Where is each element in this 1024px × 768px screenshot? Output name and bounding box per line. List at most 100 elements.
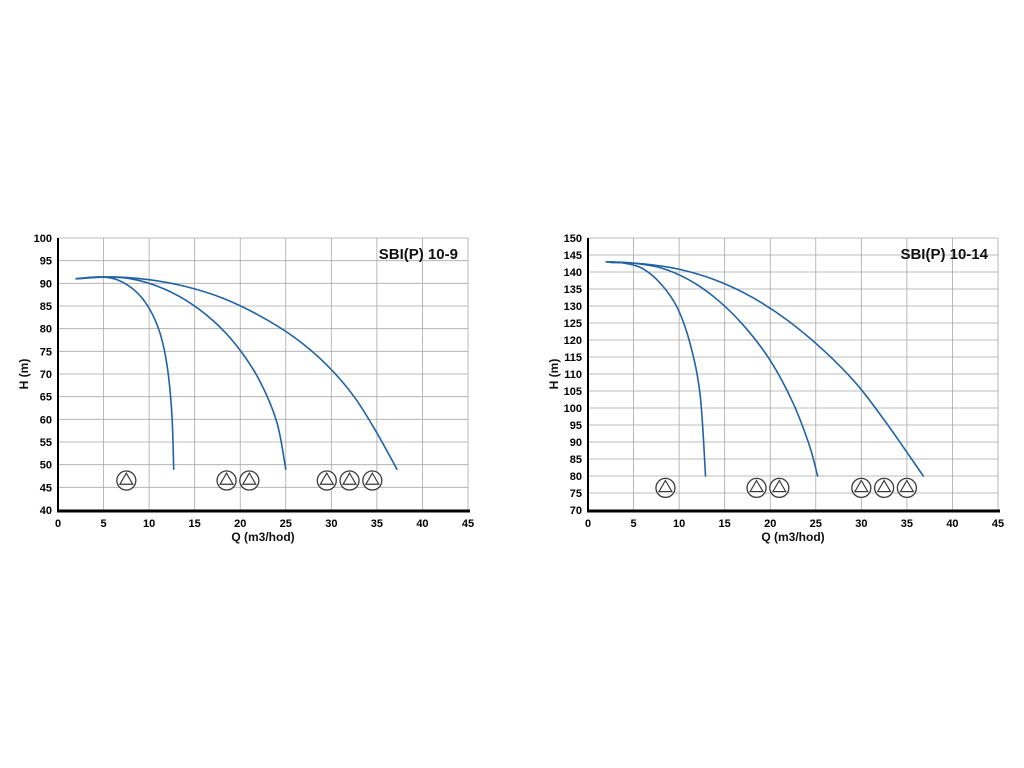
y-tick-label: 90 (40, 278, 52, 290)
chart-sbi-p-10-14: 0 5 10 15 20 25 30 35 40 45 70 75 80 85 90 95 100 105 110 1… (542, 226, 1012, 556)
pump-icon-circle (746, 477, 767, 499)
x-tick-label: 20 (764, 518, 776, 530)
tick-labels: 0 5 10 15 20 25 30 35 40 45 70 75 80 85 90 95 100 105 110 1… (564, 233, 1004, 530)
x-tick-label: 0 (585, 518, 591, 530)
x-tick-label: 40 (416, 518, 428, 530)
gridlines (57, 237, 469, 511)
x-tick-label: 25 (280, 518, 292, 530)
pump-icon-circle (239, 470, 260, 491)
pump-icon-triangle (319, 471, 335, 485)
pump-icon-triangle (899, 479, 915, 493)
x-tick-label: 0 (55, 518, 61, 530)
y-tick-label: 135 (564, 284, 582, 296)
pump-icon-triangle (876, 479, 892, 493)
pump-icon-triangle (771, 479, 787, 493)
y-tick-label: 90 (570, 437, 582, 449)
pump-icon (655, 477, 676, 499)
pump-curve-3-pumps (609, 261, 925, 477)
x-tick-label: 35 (371, 518, 383, 530)
y-tick-label: 100 (34, 233, 52, 245)
y-tick-label: 85 (570, 454, 582, 466)
pump-icon-triangle (241, 471, 257, 485)
pump-icon (746, 477, 767, 499)
y-tick-label: 40 (40, 505, 52, 517)
pump-icon (339, 470, 360, 491)
pump-icon-circle (216, 470, 237, 491)
chart-title: SBI(P) 10-14 (900, 246, 988, 263)
pump-icon-triangle (364, 471, 380, 485)
x-tick-label: 15 (189, 518, 201, 530)
y-tick-label: 65 (40, 392, 52, 404)
pump-icon-triangle (657, 479, 673, 493)
y-tick-label: 75 (40, 346, 52, 358)
pump-icon (851, 477, 872, 499)
x-tick-label: 5 (100, 518, 106, 530)
y-tick-label: 80 (40, 324, 52, 336)
pump-curves (75, 276, 398, 470)
y-axis-label: H (m) (17, 358, 31, 390)
y-tick-label: 55 (40, 437, 52, 449)
pump-icon-triangle (853, 479, 869, 493)
x-tick-label: 5 (630, 518, 636, 530)
pump-icon-triangle (749, 479, 765, 493)
pump-icons (116, 470, 383, 491)
axes (57, 238, 470, 513)
y-tick-label: 125 (564, 318, 582, 330)
x-axis-label: Q (m3/hod) (231, 530, 295, 544)
tick-labels: 0 5 10 15 20 25 30 35 40 45 40 45 50 55 60 65 70 75 80 85 90… (34, 233, 474, 530)
pump-icon-circle (896, 477, 918, 499)
pump-icon-circle (116, 470, 137, 491)
pump-icon (896, 477, 918, 499)
y-tick-label: 70 (40, 369, 52, 381)
y-tick-label: 140 (564, 267, 582, 279)
axes (587, 238, 1000, 513)
pump-curves (605, 261, 925, 477)
pump-curve-3-pumps (75, 276, 398, 470)
pump-icon (362, 470, 383, 491)
pump-icon-circle (769, 477, 790, 499)
x-tick-label: 15 (719, 518, 731, 530)
chart-canvas: 0 5 10 15 20 25 30 35 40 45 40 45 50 55 60 65 70 75 80 85 90… (34, 233, 474, 530)
x-tick-label: 30 (325, 518, 337, 530)
pump-icons (655, 477, 918, 499)
y-tick-label: 120 (564, 335, 582, 347)
pump-curve-1-pump (605, 261, 707, 477)
x-tick-label: 45 (462, 518, 474, 530)
pump-icon-circle (873, 477, 895, 499)
x-tick-label: 45 (992, 518, 1004, 530)
pump-icon-circle (339, 470, 360, 491)
y-axis-label: H (m) (547, 358, 561, 390)
y-tick-label: 130 (564, 301, 582, 313)
x-tick-label: 10 (673, 518, 685, 530)
pump-icon (316, 470, 337, 491)
pump-curve-2-pumps (605, 261, 819, 477)
x-axis-label: Q (m3/hod) (761, 530, 825, 544)
x-tick-label: 20 (234, 518, 246, 530)
gridlines (587, 237, 999, 511)
y-tick-label: 75 (570, 488, 582, 500)
y-tick-label: 150 (564, 233, 582, 245)
pump-icon (216, 470, 237, 491)
pump-icon (116, 470, 137, 491)
pump-icon-triangle (342, 471, 358, 485)
pump-icon-triangle (118, 471, 134, 485)
y-tick-label: 110 (564, 369, 582, 381)
y-tick-label: 115 (564, 352, 582, 364)
y-tick-label: 45 (40, 482, 52, 494)
y-tick-label: 105 (564, 386, 582, 398)
y-tick-label: 85 (40, 301, 52, 313)
chart-title: SBI(P) 10-9 (378, 246, 458, 263)
pump-icon (239, 470, 260, 491)
y-tick-label: 50 (40, 460, 52, 472)
y-tick-label: 95 (570, 420, 582, 432)
x-tick-label: 35 (901, 518, 913, 530)
y-tick-label: 145 (564, 250, 582, 262)
chart-sbi-p-10-9: 0 5 10 15 20 25 30 35 40 45 40 45 50 55 60 65 70 75 80 85 90… (12, 226, 482, 556)
pump-icon-circle (362, 470, 383, 491)
y-tick-label: 70 (570, 505, 582, 517)
y-tick-label: 80 (570, 471, 582, 483)
y-tick-label: 95 (40, 256, 52, 268)
chart-canvas: 0 5 10 15 20 25 30 35 40 45 70 75 80 85 90 95 100 105 110 1… (564, 233, 1004, 530)
pump-icon-circle (316, 470, 337, 491)
